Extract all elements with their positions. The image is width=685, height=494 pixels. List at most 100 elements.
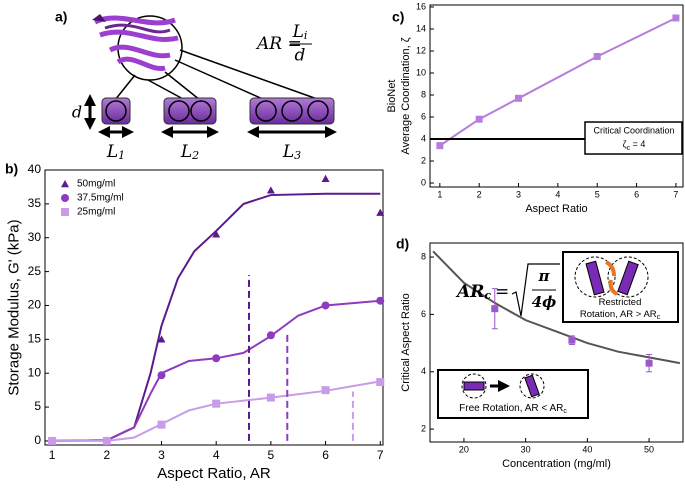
- x-tick-label: 3: [516, 189, 521, 199]
- symbol-sub: c: [627, 145, 631, 152]
- y-tick-label: 16: [416, 1, 426, 11]
- inset-label: Restricted: [599, 297, 642, 308]
- rod: [524, 374, 540, 398]
- data-point: [266, 393, 275, 402]
- x-tick-label: 40: [582, 444, 592, 454]
- panel-label: c): [392, 9, 404, 25]
- x-tick-label: 2: [477, 189, 482, 199]
- length-base: L: [180, 142, 192, 162]
- y-tick-label: 6: [421, 309, 426, 319]
- length-label: L3: [282, 142, 301, 163]
- rod: [463, 381, 485, 391]
- formula-lhs: AR: [255, 34, 282, 54]
- x-tick-label: 1: [437, 189, 442, 199]
- x-tick-label: 6: [322, 448, 329, 462]
- fit-curve: [52, 299, 381, 442]
- inset-label-text: Restricted: [599, 297, 642, 308]
- formula: ARc =: [455, 282, 509, 303]
- inset-label-text: Free Rotation, AR < AR: [459, 403, 563, 414]
- symbol: ζ: [623, 139, 627, 149]
- formula-num-base: L: [292, 22, 304, 42]
- data-point: [568, 336, 576, 344]
- legend-label: 37.5mg/ml: [77, 193, 124, 204]
- formula-lhs: AR: [455, 282, 484, 302]
- inset-label-sub: c: [657, 314, 661, 321]
- fit-curve: [52, 380, 381, 442]
- fit-curve: [432, 250, 681, 365]
- length-sub: 3: [294, 149, 301, 162]
- data-point: [645, 359, 653, 367]
- formula-num: π: [538, 267, 551, 285]
- y-tick-label: 0: [421, 177, 426, 187]
- rotation-zone: [519, 373, 545, 399]
- annotation-value: ζc = 4: [623, 139, 646, 151]
- data-point: [321, 174, 330, 183]
- y-tick-label: 5: [34, 399, 41, 413]
- legend-marker: [61, 180, 69, 188]
- formula-eq: =: [495, 282, 509, 302]
- y-tick-label: 14: [416, 23, 426, 33]
- legend-marker: [61, 208, 69, 216]
- annotation-box: [584, 121, 683, 155]
- x-tick-label: 7: [377, 448, 384, 462]
- y-tick-label: 8: [421, 251, 426, 261]
- panel-label: b): [5, 161, 18, 177]
- plot-frame: [429, 4, 684, 188]
- x-tick-label: 1: [49, 448, 56, 462]
- data-point: [157, 335, 166, 343]
- data-point: [212, 354, 221, 363]
- formula-num-sub: i: [304, 29, 308, 42]
- x-tick-label: 6: [634, 189, 639, 199]
- x-tick-label: 5: [595, 189, 600, 199]
- y-tick-label: 12: [416, 45, 426, 55]
- y-tick-label: 20: [28, 298, 42, 312]
- data-point: [376, 208, 385, 216]
- inset-label-text: Rotation, AR > AR: [580, 309, 657, 320]
- y-tick-label: 0: [34, 433, 41, 447]
- y-tick-label: 30: [28, 230, 42, 244]
- data-point: [212, 399, 221, 408]
- y-tick-label: 8: [421, 89, 426, 99]
- data-point: [376, 378, 385, 387]
- annotation-title: Critical Coordination: [593, 125, 674, 135]
- data-point: [491, 305, 499, 313]
- y-tick-label: 2: [421, 155, 426, 165]
- plot-frame: [44, 169, 384, 446]
- x-tick-label: 4: [555, 189, 560, 199]
- data-point: [515, 94, 523, 102]
- inset-label: Rotation, AR > ARc: [580, 309, 661, 321]
- x-tick-label: 20: [459, 444, 469, 454]
- x-tick-label: 3: [158, 448, 165, 462]
- rest: = 4: [630, 139, 645, 149]
- data-point: [593, 52, 601, 60]
- x-axis-label: Aspect Ratio: [525, 203, 587, 215]
- legend-label: 25mg/ml: [77, 207, 115, 218]
- formula-num: Li: [292, 22, 308, 43]
- x-tick-label: 50: [644, 444, 654, 454]
- length-label: L1: [106, 142, 125, 163]
- rotation-arrow: [608, 279, 619, 296]
- y-axis-label: Critical Aspect Ratio: [400, 293, 412, 391]
- d-label: d: [72, 103, 82, 122]
- y-axis-label: Storage Modulus, G' (kPa): [6, 219, 23, 395]
- y-tick-label: 10: [416, 67, 426, 77]
- y-tick-label: 4: [421, 133, 426, 143]
- inset-label: Free Rotation, AR < ARc: [459, 403, 567, 415]
- length-base: L: [106, 142, 118, 162]
- data-point: [436, 142, 444, 150]
- data-point: [672, 14, 680, 22]
- y-axis-label: BioNet: [386, 79, 398, 112]
- legend-marker: [61, 194, 69, 202]
- data-point: [266, 331, 275, 340]
- y-tick-label: 6: [421, 111, 426, 121]
- rotation-arrow: [605, 260, 616, 277]
- data-point: [321, 386, 330, 395]
- data-point: [157, 371, 166, 380]
- length-sub: 2: [191, 149, 199, 162]
- x-tick-label: 30: [521, 444, 531, 454]
- x-tick-label: 7: [673, 189, 678, 199]
- length-label: L2: [180, 142, 199, 163]
- length-base: L: [282, 142, 294, 162]
